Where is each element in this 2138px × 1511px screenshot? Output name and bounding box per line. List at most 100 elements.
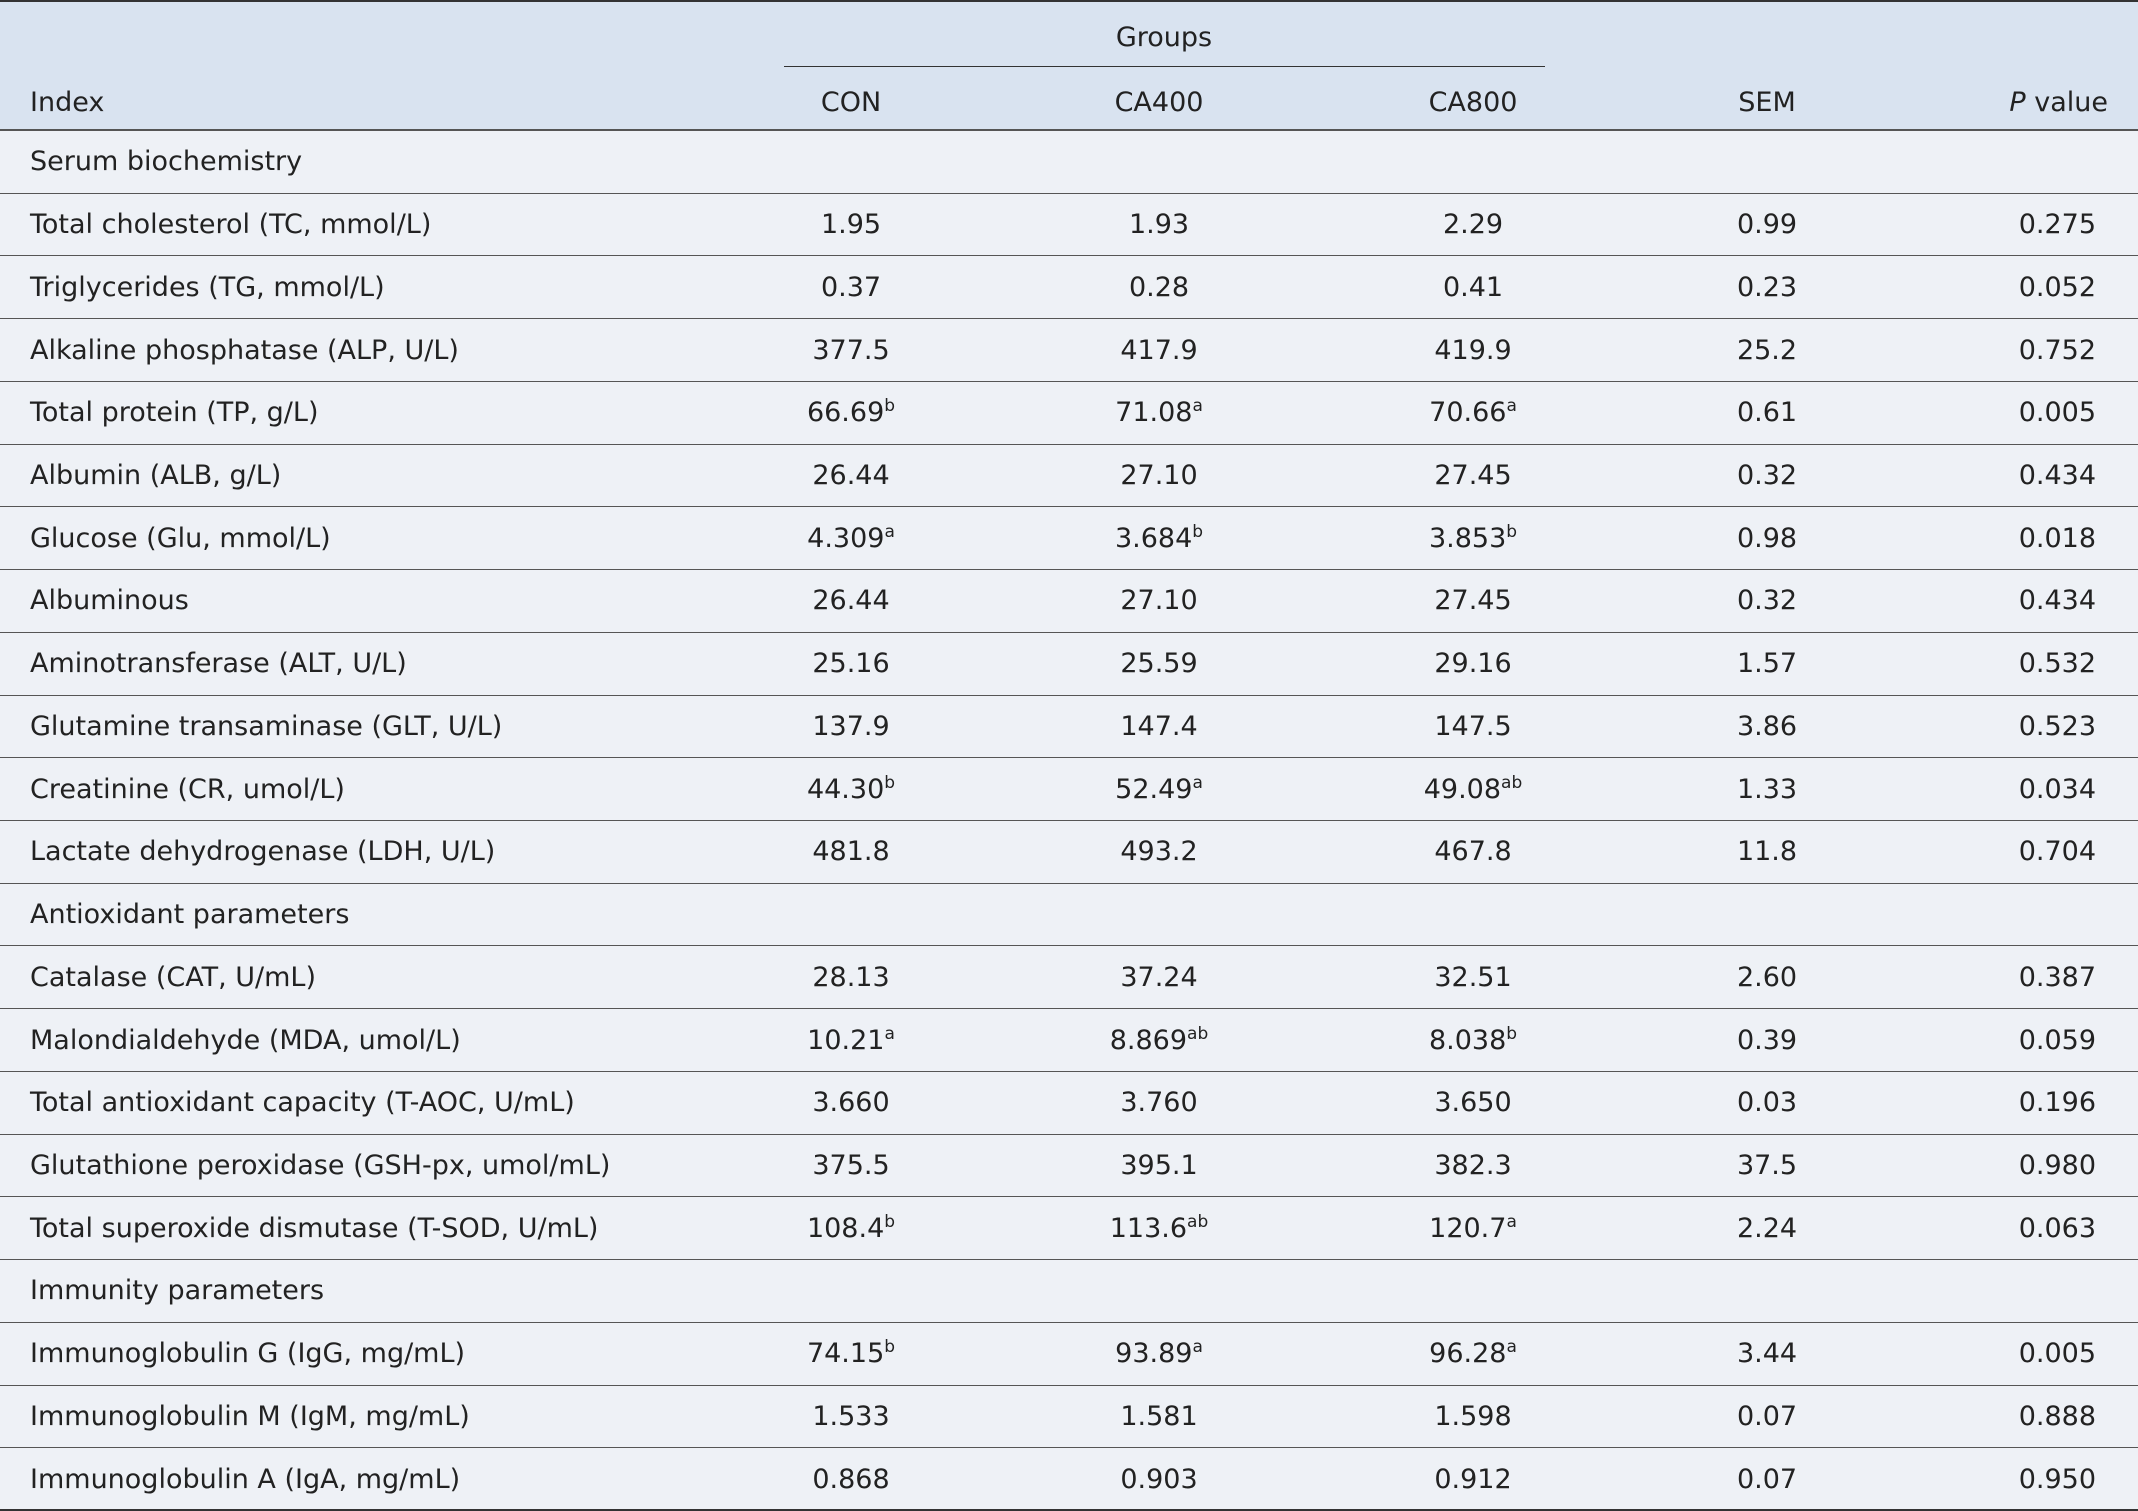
cell-value: 3.684 <box>1114 522 1193 554</box>
cell-value: 52.49 <box>1115 773 1193 805</box>
section-row: Antioxidant parameters <box>0 884 2138 947</box>
cell-value: 8.869 <box>1109 1024 1188 1056</box>
cell: 0.063 <box>2018 1212 2096 1244</box>
cell: 1.57 <box>1736 648 1798 680</box>
row-label: Total superoxide dismutase (T-SOD, U/mL) <box>30 1212 599 1244</box>
cell: 3.760 <box>1120 1087 1198 1119</box>
cell: 37.24 <box>1120 961 1198 993</box>
data-row: Glutathione peroxidase (GSH-px, umol/mL)… <box>0 1135 2138 1198</box>
cell-value: 49.08 <box>1423 773 1502 805</box>
cell: 1.95 <box>820 209 882 241</box>
cell: 2.24 <box>1736 1212 1798 1244</box>
cell-value: 74.15 <box>806 1338 885 1370</box>
cell: 0.387 <box>2018 961 2096 993</box>
cell: 0.32 <box>1736 585 1798 617</box>
row-label: Alkaline phosphatase (ALP, U/L) <box>30 334 459 366</box>
cell: 0.03 <box>1736 1087 1798 1119</box>
cell: 3.853b <box>1429 522 1517 556</box>
cell: 0.888 <box>2018 1400 2096 1432</box>
cell: 1.33 <box>1736 773 1798 805</box>
cell: 395.1 <box>1120 1149 1198 1181</box>
cell: 481.8 <box>812 836 890 868</box>
cell-value: 96.28 <box>1429 1338 1507 1370</box>
section-row: Serum biochemistry <box>0 131 2138 194</box>
cell: 52.49a <box>1115 773 1203 807</box>
group-rule <box>784 66 1545 67</box>
cell: 8.869ab <box>1110 1024 1209 1058</box>
cell: 0.32 <box>1736 459 1798 491</box>
p-italic: P <box>2009 87 2026 118</box>
row-label: Total protein (TP, g/L) <box>30 397 319 429</box>
cell: 0.37 <box>820 271 882 303</box>
significance-letter: b <box>1192 521 1204 542</box>
row-label: Immunoglobulin M (IgM, mg/mL) <box>30 1400 470 1432</box>
cell: 0.61 <box>1736 397 1798 429</box>
cell: 108.4b <box>807 1212 895 1246</box>
data-row: Total antioxidant capacity (T-AOC, U/mL)… <box>0 1072 2138 1135</box>
data-row: Creatinine (CR, umol/L) 44.30b 52.49a 49.08… <box>0 758 2138 821</box>
significance-letter: b <box>884 396 896 417</box>
significance-letter: b <box>884 1211 896 1232</box>
cell: 25.16 <box>812 648 890 680</box>
cell: 0.532 <box>2018 648 2096 680</box>
cell-value: 66.69 <box>806 397 885 429</box>
cell: 25.2 <box>1736 334 1798 366</box>
cell: 0.059 <box>2018 1024 2096 1056</box>
cell: 3.660 <box>812 1087 890 1119</box>
cell-value: 44.30 <box>806 773 885 805</box>
cell: 4.309a <box>807 522 895 556</box>
cell-value: 120.7 <box>1429 1212 1507 1244</box>
cell: 3.684b <box>1115 522 1203 556</box>
cell: 3.86 <box>1736 710 1798 742</box>
row-label: Serum biochemistry <box>30 146 303 178</box>
row-label: Glutathione peroxidase (GSH-px, umol/mL) <box>30 1149 611 1181</box>
cell: 493.2 <box>1120 836 1198 868</box>
data-row: Total superoxide dismutase (T-SOD, U/mL)… <box>0 1197 2138 1261</box>
significance-letter: b <box>884 1337 896 1358</box>
data-row: Alkaline phosphatase (ALP, U/L) 377.5 417.… <box>0 319 2138 382</box>
cell: 2.29 <box>1442 209 1504 241</box>
significance-letter: ab <box>1501 772 1523 793</box>
row-label: Glucose (Glu, mmol/L) <box>30 522 331 554</box>
cell: 147.4 <box>1120 710 1198 742</box>
cell: 70.66a <box>1429 396 1517 430</box>
cell: 417.9 <box>1120 334 1198 366</box>
cell: 2.60 <box>1736 961 1798 993</box>
significance-letter: a <box>1506 1337 1517 1358</box>
cell: 0.41 <box>1442 271 1504 303</box>
cell: 26.44 <box>812 585 890 617</box>
row-label: Immunity parameters <box>30 1275 325 1307</box>
data-row: Immunoglobulin M (IgM, mg/mL) 1.533 1.581 1… <box>0 1386 2138 1449</box>
row-label: Total antioxidant capacity (T-AOC, U/mL) <box>30 1087 575 1119</box>
cell: 96.28a <box>1429 1337 1517 1371</box>
significance-letter: a <box>884 1023 895 1044</box>
cell: 1.598 <box>1434 1400 1512 1432</box>
cell: 27.10 <box>1120 585 1198 617</box>
significance-letter: a <box>1506 1211 1517 1232</box>
column-header: SEM <box>1738 87 1796 118</box>
cell: 0.018 <box>2018 522 2096 554</box>
cell: 0.704 <box>2018 836 2096 868</box>
data-row: Albumin (ALB, g/L) 26.44 27.10 27.45 0.32 0.4… <box>0 445 2138 508</box>
cell: 0.275 <box>2018 209 2096 241</box>
cell: 37.5 <box>1736 1149 1798 1181</box>
column-header: CA800 <box>1428 87 1518 118</box>
data-row: Albuminous 26.44 27.10 27.45 0.32 0.434 <box>0 570 2138 633</box>
data-row: Catalase (CAT, U/mL) 28.13 37.24 32.51 2.60 0… <box>0 946 2138 1010</box>
cell-value: 70.66 <box>1429 397 1507 429</box>
cell: 0.196 <box>2018 1087 2096 1119</box>
cell-value: 113.6 <box>1109 1212 1188 1244</box>
column-header: CON <box>820 87 882 118</box>
cell: 29.16 <box>1434 648 1512 680</box>
data-row: Glucose (Glu, mmol/L) 4.309a 3.684b 3.853b 0… <box>0 507 2138 571</box>
cell: 120.7a <box>1429 1212 1517 1246</box>
cell: 377.5 <box>812 334 890 366</box>
data-row: Triglycerides (TG, mmol/L) 0.37 0.28 0.41 0.… <box>0 256 2138 320</box>
column-header: P value <box>2009 86 2108 120</box>
cell-value: 3.853 <box>1428 522 1507 554</box>
cell: 0.523 <box>2018 710 2096 742</box>
row-label: Albuminous <box>30 585 189 617</box>
cell: 27.10 <box>1120 459 1198 491</box>
cell: 419.9 <box>1434 334 1512 366</box>
